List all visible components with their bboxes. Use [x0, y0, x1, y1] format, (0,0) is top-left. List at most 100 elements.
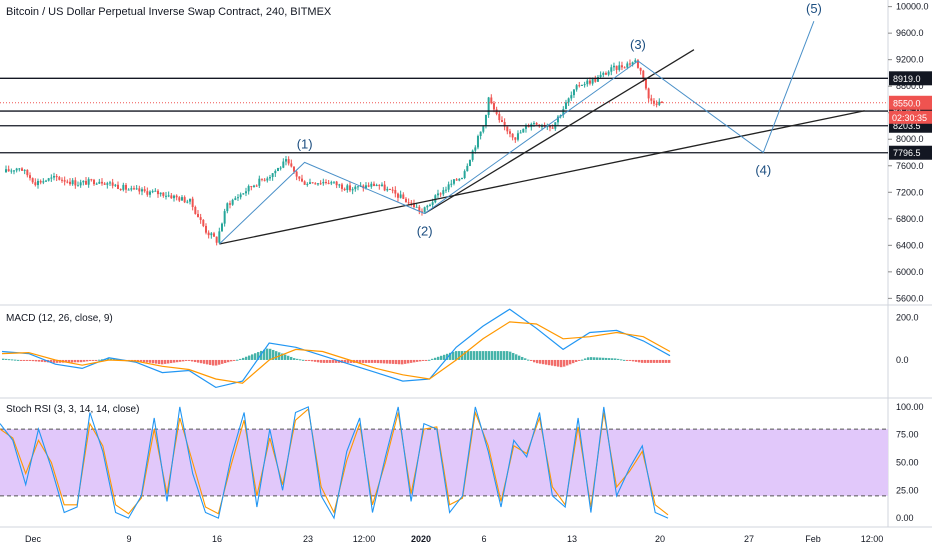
macd-hist-bar	[548, 359, 551, 366]
candle-body	[583, 84, 586, 86]
candle-body	[34, 182, 37, 186]
candle-body	[47, 178, 50, 181]
candle-body	[167, 195, 170, 197]
candle-body	[66, 181, 69, 183]
wave-label-4: (4)	[755, 163, 771, 178]
macd-hist-bar	[458, 351, 461, 360]
time-axis-label-10: Feb	[805, 534, 821, 544]
macd-hist-bar	[239, 358, 242, 360]
candle-body	[58, 177, 61, 180]
candle-body	[298, 176, 301, 179]
candle-body	[322, 182, 325, 184]
candle-body	[335, 181, 338, 186]
macd-hist-bar	[293, 358, 296, 360]
candle-body	[274, 170, 277, 174]
macd-hist-bar	[431, 358, 434, 360]
macd-tick-label-0: 200.0	[896, 313, 919, 323]
macd-hist-bar	[68, 359, 71, 363]
candle-body	[103, 183, 106, 185]
candle-body	[175, 195, 178, 198]
macd-hist-bar	[242, 357, 245, 360]
macd-hist-bar	[224, 359, 227, 364]
candle-body	[628, 63, 631, 65]
candle-body	[188, 198, 191, 202]
candle-body	[436, 193, 439, 196]
candle-body	[386, 188, 389, 191]
macd-hist-bar	[479, 351, 482, 360]
macd-hist-bar	[80, 359, 83, 363]
macd-hist-bar	[314, 359, 317, 362]
candle-body	[151, 191, 154, 193]
macd-hist-bar	[578, 359, 581, 361]
candle-body	[50, 177, 53, 179]
macd-hist-bar	[326, 359, 329, 363]
macd-hist-bar	[206, 359, 209, 365]
candle-body	[76, 185, 79, 187]
macd-hist-bar	[335, 359, 338, 363]
macd-hist-bar	[440, 355, 443, 360]
candle-body	[532, 123, 535, 125]
macd-hist-bar	[275, 351, 278, 360]
macd-hist-bar	[467, 351, 470, 360]
macd-hist-bar	[23, 359, 26, 361]
macd-hist-bar	[305, 359, 308, 361]
candle-body	[82, 180, 85, 183]
candle-body	[514, 137, 517, 140]
macd-hist-bar	[665, 359, 668, 363]
macd-tick-label-1: 0.0	[896, 355, 909, 365]
macd-hist-bar	[308, 359, 311, 361]
candle-body	[26, 169, 29, 176]
macd-hist-bar	[416, 359, 419, 362]
price-tick-label-7: 7200.0	[896, 187, 924, 197]
macd-hist-bar	[2, 358, 5, 360]
candle-body	[7, 169, 10, 172]
level-label-2: 8203.5	[893, 121, 921, 131]
candle-body	[311, 182, 314, 184]
candle-body	[68, 181, 71, 185]
macd-hist-bar	[470, 351, 473, 360]
macd-hist-bar	[110, 358, 113, 360]
macd-hist-bar	[191, 359, 194, 362]
candle-body	[258, 178, 261, 186]
candle-body	[140, 189, 143, 192]
candle-body	[490, 97, 493, 104]
candle-body	[306, 183, 309, 185]
candle-body	[159, 192, 162, 195]
candle-body	[607, 71, 610, 75]
candle-body	[71, 180, 74, 185]
macd-hist-bar	[500, 351, 503, 360]
candle-body	[244, 191, 247, 194]
candle-body	[562, 109, 565, 115]
macd-hist-bar	[350, 359, 353, 363]
price-tick-label-6: 7600.0	[896, 161, 924, 171]
macd-hist-bar	[161, 359, 164, 365]
macd-hist-bar	[380, 359, 383, 364]
macd-hist-bar	[647, 359, 650, 363]
macd-hist-bar	[515, 354, 518, 360]
macd-hist-bar	[599, 357, 602, 360]
candle-body	[631, 62, 634, 65]
macd-hist-bar	[626, 359, 629, 361]
candle-body	[223, 211, 226, 224]
macd-hist-bar	[200, 359, 203, 364]
candle-body	[439, 193, 442, 195]
candle-body	[498, 113, 501, 121]
macd-hist-bar	[17, 359, 20, 361]
macd-hist-bar	[203, 359, 206, 364]
macd-hist-bar	[386, 359, 389, 364]
macd-hist-bar	[98, 359, 101, 361]
macd-hist-bar	[14, 359, 17, 361]
macd-hist-bar	[539, 359, 542, 364]
macd-hist-bar	[8, 359, 11, 361]
stoch-tick-label-1: 75.00	[896, 430, 919, 440]
time-axis-label-2: 16	[212, 534, 222, 544]
price-tick-label-11: 5600.0	[896, 293, 924, 303]
macd-line	[1, 308, 671, 389]
candle-body	[412, 202, 415, 208]
macd-hist-bar	[581, 359, 584, 361]
candle-body	[330, 182, 333, 184]
macd-hist-bar	[74, 359, 77, 363]
candle-body	[594, 78, 597, 82]
stoch-tick-label-3: 25.00	[896, 485, 919, 495]
